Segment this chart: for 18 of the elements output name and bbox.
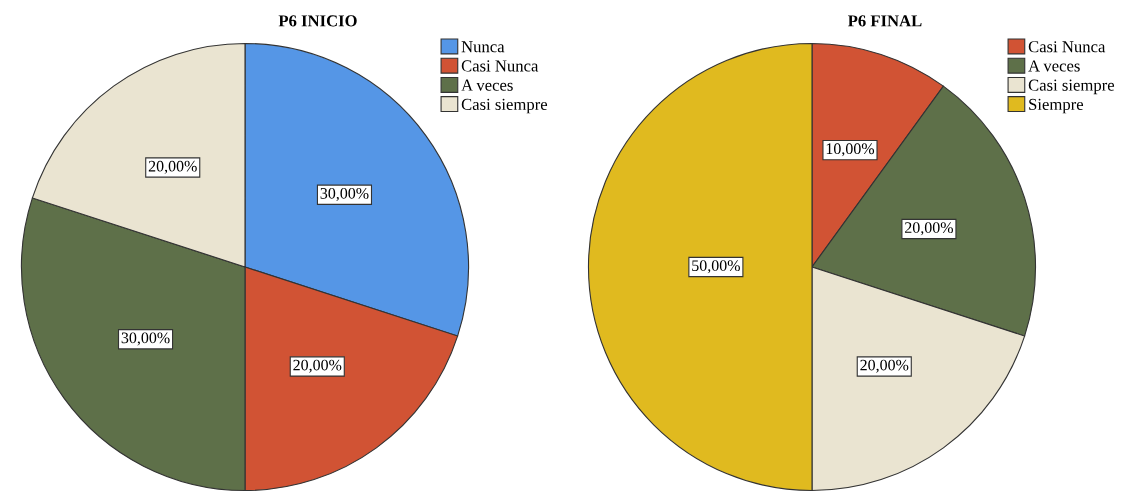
data-label: 20,00%	[293, 359, 342, 373]
legend-label: Casi siempre	[1028, 79, 1115, 95]
data-label: 30,00%	[121, 332, 170, 346]
legend-label: Siempre	[1029, 98, 1084, 114]
legend-label: Nunca	[461, 41, 505, 53]
data-label: 20,00%	[905, 222, 953, 236]
data-label: 50,00%	[692, 260, 740, 274]
legend-label: Casi siempre	[461, 98, 548, 114]
data-label: 20,00%	[148, 160, 197, 174]
legend-label: A veces	[461, 79, 513, 91]
legend-label: A veces	[1028, 60, 1080, 72]
legend-label: Casi Nunca	[461, 60, 539, 72]
legend-label: Casi Nunca	[1028, 41, 1106, 53]
data-label: 20,00%	[860, 359, 909, 373]
data-label: 30,00%	[320, 187, 369, 202]
chart-title: P6 FINAL	[847, 15, 922, 27]
data-label: 10,00%	[826, 143, 875, 157]
chart-title: P6 INICIO	[278, 15, 357, 27]
